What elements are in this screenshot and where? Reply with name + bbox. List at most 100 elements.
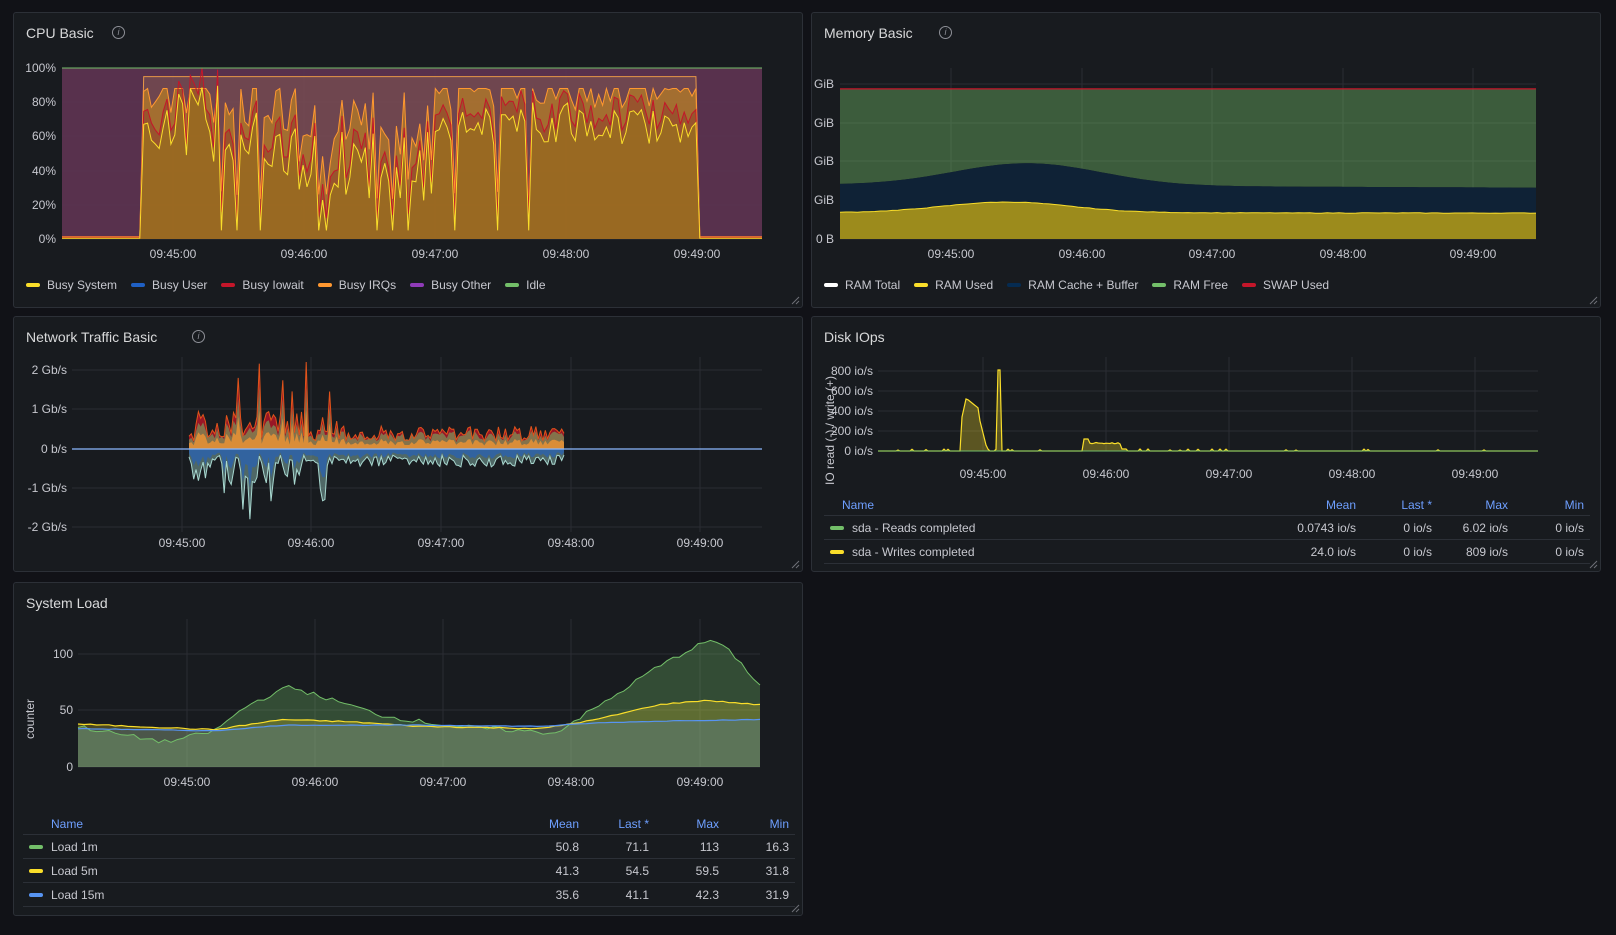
column-header[interactable]: Last *: [1362, 495, 1438, 516]
memory-basic-panel[interactable]: Memory Basic i 16 GiB 12 GiB 8 GiB 4 GiB 0 B…: [811, 12, 1601, 308]
column-header[interactable]: Min: [725, 814, 795, 835]
busy-iowait-line: [62, 68, 762, 238]
legend-table: Name Mean Last * Max Min sda - Reads complete…: [824, 495, 1590, 564]
column-header[interactable]: Name: [824, 495, 1286, 516]
legend-row[interactable]: Load 1m 50.8 71.1 113 16.3: [23, 834, 795, 859]
column-header[interactable]: Max: [1438, 495, 1514, 516]
y-tick-label: 12 GiB: [812, 116, 834, 130]
legend-swatch: [1242, 283, 1257, 287]
system-load-panel[interactable]: System Load counter 100 50 0 09:45:00 09:46:…: [13, 582, 803, 916]
x-tick-label: 09:49:00: [1450, 247, 1497, 261]
series-name[interactable]: sda - Writes completed: [824, 539, 1286, 564]
max-value: 6.02 io/s: [1438, 515, 1514, 540]
series-name[interactable]: Load 1m: [23, 834, 515, 859]
legend-row[interactable]: Load 5m 41.3 54.5 59.5 31.8: [23, 858, 795, 883]
legend-label: RAM Total: [845, 278, 901, 292]
legend-item[interactable]: Idle: [505, 278, 546, 292]
chart-legend: Busy System Busy User Busy Iowait Busy IRQs…: [26, 278, 546, 292]
x-tick-label: 09:47:00: [418, 536, 465, 550]
panel-title[interactable]: Memory Basic: [824, 25, 913, 41]
y-tick-label: -2 Gb/s: [28, 520, 67, 534]
ram-cache-area: [840, 163, 1536, 214]
legend-label: RAM Free: [1173, 278, 1229, 292]
y-tick-label: 100: [53, 647, 73, 661]
mean-value: 24.0 io/s: [1286, 539, 1362, 564]
resize-handle-icon[interactable]: [791, 296, 800, 305]
series-name[interactable]: Load 15m: [23, 882, 515, 907]
legend-item[interactable]: Busy User: [131, 278, 207, 292]
traffic-in-area-3: [189, 409, 564, 449]
x-tick-label: 09:49:00: [677, 775, 724, 789]
resize-handle-icon[interactable]: [791, 904, 800, 913]
legend-row[interactable]: sda - Writes completed 24.0 io/s 0 io/s 809…: [824, 539, 1590, 564]
network-traffic-panel[interactable]: Network Traffic Basic i 2 Gb/s 1 Gb/s 0 b/…: [13, 316, 803, 572]
legend-row[interactable]: sda - Reads completed 0.0743 io/s 0 io/s 6.…: [824, 515, 1590, 540]
resize-handle-icon[interactable]: [1589, 296, 1598, 305]
legend-item[interactable]: Busy IRQs: [317, 278, 396, 292]
legend-swatch: [29, 893, 43, 898]
legend-item[interactable]: RAM Cache + Buffer: [1007, 278, 1138, 292]
cpu-basic-panel[interactable]: CPU Basic i 100% 80% 60% 40% 20% 0% 09:45:00 09…: [13, 12, 803, 308]
x-tick-label: 09:46:00: [288, 536, 335, 550]
column-header[interactable]: Mean: [515, 814, 585, 835]
y-tick-label: 600 io/s: [831, 384, 873, 398]
legend-item[interactable]: Busy Other: [410, 278, 491, 292]
legend-item[interactable]: Busy System: [26, 278, 117, 292]
column-header[interactable]: Mean: [1286, 495, 1362, 516]
series-name[interactable]: Load 5m: [23, 858, 515, 883]
panel-title[interactable]: Network Traffic Basic: [26, 329, 158, 345]
x-tick-label: 09:48:00: [1320, 247, 1367, 261]
y-tick-label: 20%: [32, 198, 56, 212]
column-header[interactable]: Name: [23, 814, 515, 835]
x-tick-label: 09:47:00: [1206, 467, 1253, 481]
max-value: 809 io/s: [1438, 539, 1514, 564]
network-chart[interactable]: 2 Gb/s 1 Gb/s 0 b/s -1 Gb/s -2 Gb/s 09:45:00 0…: [14, 317, 804, 567]
traffic-out-area-2: [189, 449, 564, 488]
last-value: 54.5: [585, 858, 655, 883]
info-icon[interactable]: i: [192, 330, 205, 343]
panel-title[interactable]: CPU Basic: [26, 25, 94, 41]
column-header[interactable]: Last *: [585, 814, 655, 835]
resize-handle-icon[interactable]: [1589, 560, 1598, 569]
y-tick-label: 50: [60, 703, 74, 717]
legend-row[interactable]: Load 15m 35.6 41.1 42.3 31.9: [23, 882, 795, 907]
y-tick-label: 0 io/s: [844, 444, 873, 458]
x-tick-label: 09:47:00: [420, 775, 467, 789]
legend-label: RAM Cache + Buffer: [1028, 278, 1139, 292]
x-tick-label: 09:46:00: [292, 775, 339, 789]
y-tick-label: 60%: [32, 129, 56, 143]
load-chart[interactable]: 100 50 0 09:45:00 09:46:00 09:47:00 09:48:00 09…: [14, 583, 804, 801]
info-icon[interactable]: i: [939, 26, 952, 39]
resize-handle-icon[interactable]: [791, 560, 800, 569]
legend-item[interactable]: SWAP Used: [1242, 278, 1329, 292]
panel-title[interactable]: System Load: [26, 595, 108, 611]
series-name[interactable]: sda - Reads completed: [824, 515, 1286, 540]
legend-table-header: Name Mean Last * Max Min: [23, 814, 795, 835]
memory-chart[interactable]: 16 GiB 12 GiB 8 GiB 4 GiB 0 B 09:45:00 09:46:0…: [812, 13, 1602, 263]
info-icon[interactable]: i: [112, 26, 125, 39]
disk-chart[interactable]: 800 io/s 600 io/s 400 io/s 200 io/s 0 io/s 09…: [812, 317, 1602, 497]
legend-item[interactable]: RAM Total: [824, 278, 900, 292]
x-tick-label: 09:45:00: [164, 775, 211, 789]
column-header[interactable]: Max: [655, 814, 725, 835]
load-5m-area: [78, 700, 760, 767]
legend-item[interactable]: RAM Free: [1152, 278, 1228, 292]
y-tick-label: 4 GiB: [812, 193, 834, 207]
legend-item[interactable]: RAM Used: [914, 278, 993, 292]
min-value: 0 io/s: [1514, 539, 1590, 564]
x-tick-label: 09:46:00: [1083, 467, 1130, 481]
y-tick-label: 0: [66, 760, 73, 774]
min-value: 31.8: [725, 858, 795, 883]
traffic-out-line: [188, 453, 565, 520]
panel-title[interactable]: Disk IOps: [824, 329, 885, 345]
cpu-chart[interactable]: 100% 80% 60% 40% 20% 0% 09:45:00 09:46:00 09:47:…: [14, 13, 804, 263]
busy-other-band: [62, 76, 762, 237]
legend-item[interactable]: Busy Iowait: [221, 278, 304, 292]
x-tick-label: 09:47:00: [412, 247, 459, 261]
mean-value: 41.3: [515, 858, 585, 883]
x-tick-label: 09:46:00: [281, 247, 328, 261]
disk-iops-panel[interactable]: Disk IOps IO read (-) / write (+) 800 io…: [811, 316, 1601, 572]
load-1m-area: [78, 640, 760, 767]
x-tick-label: 09:45:00: [928, 247, 975, 261]
column-header[interactable]: Min: [1514, 495, 1590, 516]
